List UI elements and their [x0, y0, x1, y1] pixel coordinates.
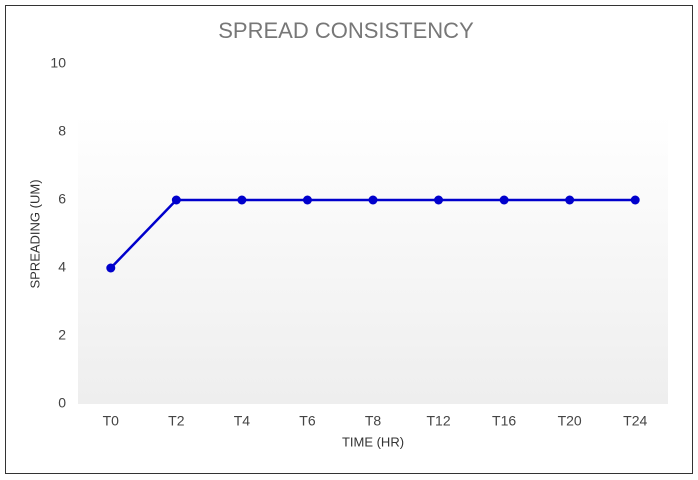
x-tick-label: T8	[365, 413, 382, 429]
point	[368, 195, 378, 205]
y-axis-title: SPREADING (UM)	[27, 179, 42, 288]
y-tick-label: 2	[58, 327, 66, 343]
point	[302, 195, 312, 205]
y-tick-label: 8	[58, 123, 66, 139]
x-tick-label: T12	[426, 413, 450, 429]
x-tick-label: T2	[168, 413, 185, 429]
x-tick-label: T6	[299, 413, 316, 429]
y-tick-label: 6	[58, 191, 66, 207]
x-tick-label: T4	[234, 413, 251, 429]
y-tick-label: 10	[50, 55, 66, 71]
x-tick-label: T24	[623, 413, 647, 429]
point	[106, 263, 116, 273]
point	[434, 195, 444, 205]
point	[565, 195, 575, 205]
chart-title: SPREAD CONSISTENCY	[218, 18, 474, 43]
plot-area	[78, 64, 668, 404]
y-tick-label: 4	[58, 259, 66, 275]
point	[499, 195, 509, 205]
y-tick-label: 0	[58, 395, 66, 411]
point	[237, 195, 247, 205]
x-tick-label: T16	[492, 413, 516, 429]
point	[171, 195, 181, 205]
x-tick-label: T0	[103, 413, 120, 429]
x-axis-title: TIME (HR)	[342, 434, 404, 449]
point	[630, 195, 640, 205]
x-tick-label: T20	[558, 413, 582, 429]
